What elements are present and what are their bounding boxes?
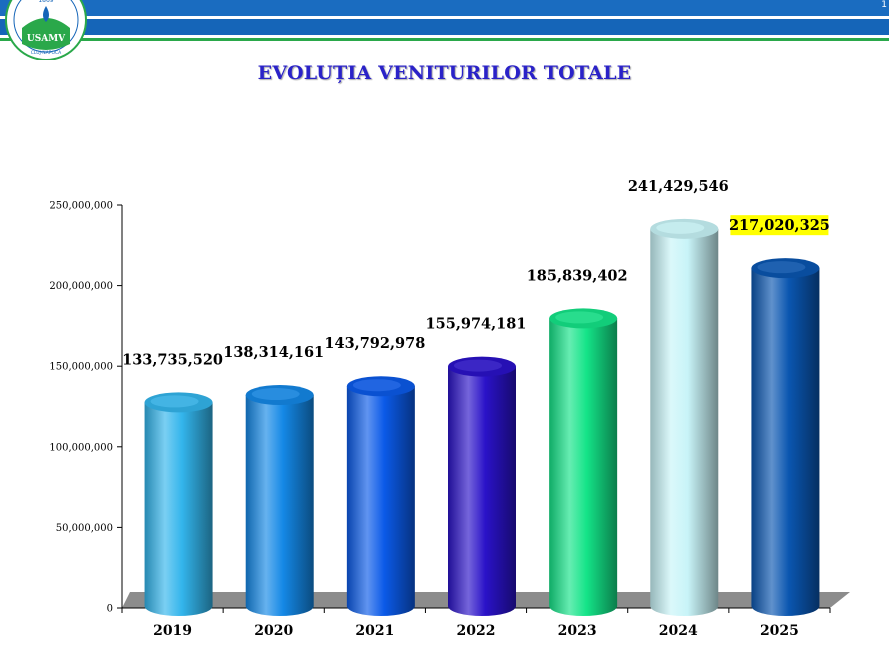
bar-2020 xyxy=(245,385,314,616)
bar-2024 xyxy=(650,218,719,617)
bar-2023 xyxy=(549,308,618,616)
y-tick-label: 0 xyxy=(107,604,113,615)
data-label: 143,792,978 xyxy=(324,335,425,352)
bar-body xyxy=(650,228,719,617)
y-tick-label: 150,000,000 xyxy=(49,362,113,373)
data-label: 241,429,546 xyxy=(628,178,729,195)
data-label: 185,839,402 xyxy=(527,267,628,284)
data-label-highlight xyxy=(730,215,829,236)
x-tick-label: 2021 xyxy=(355,623,394,639)
bar-2019 xyxy=(144,392,213,616)
y-tick-label: 100,000,000 xyxy=(49,442,113,453)
data-label: 217,020,325 xyxy=(729,217,830,234)
bar-body xyxy=(346,386,415,616)
data-label: 133,735,520 xyxy=(122,351,223,368)
y-tick-label: 200,000,000 xyxy=(49,281,113,292)
logo-year: 1869 xyxy=(38,0,53,4)
slide-header xyxy=(0,0,889,41)
page-number: 1 xyxy=(881,0,887,10)
bar-body xyxy=(144,402,213,616)
bar-top-highlight xyxy=(454,359,502,372)
bar-2021 xyxy=(346,376,415,616)
data-label: 155,974,181 xyxy=(426,316,527,333)
bar-body xyxy=(751,268,820,616)
logo-city: CLUJ-NAPOCA xyxy=(31,50,62,56)
bar-top-highlight xyxy=(352,379,401,392)
bar-2022 xyxy=(448,356,516,616)
x-tick-label: 2019 xyxy=(153,623,192,639)
logo-text: USAMV xyxy=(27,34,66,44)
bar-top-highlight xyxy=(757,261,806,274)
bar-body xyxy=(448,366,516,616)
bar-top-highlight xyxy=(555,311,604,324)
bar-top-highlight xyxy=(251,388,300,401)
bar-body xyxy=(549,318,618,616)
chart-title: EVOLUȚIA VENITURILOR TOTALE xyxy=(257,62,632,84)
x-tick-label: 2025 xyxy=(760,623,799,639)
bar-2025 xyxy=(751,258,820,616)
y-tick-label: 50,000,000 xyxy=(56,523,113,534)
bar-top-highlight xyxy=(150,395,199,408)
bar-top-highlight xyxy=(656,221,705,234)
bar-body xyxy=(245,395,314,616)
y-tick-label: 250,000,000 xyxy=(49,201,113,212)
x-tick-label: 2024 xyxy=(659,623,698,639)
x-tick-label: 2020 xyxy=(254,623,293,639)
x-tick-label: 2022 xyxy=(457,623,496,639)
x-tick-label: 2023 xyxy=(558,623,597,639)
data-label: 138,314,161 xyxy=(223,344,324,361)
university-logo: USAMV 1869 CLUJ-NAPOCA xyxy=(5,0,87,60)
